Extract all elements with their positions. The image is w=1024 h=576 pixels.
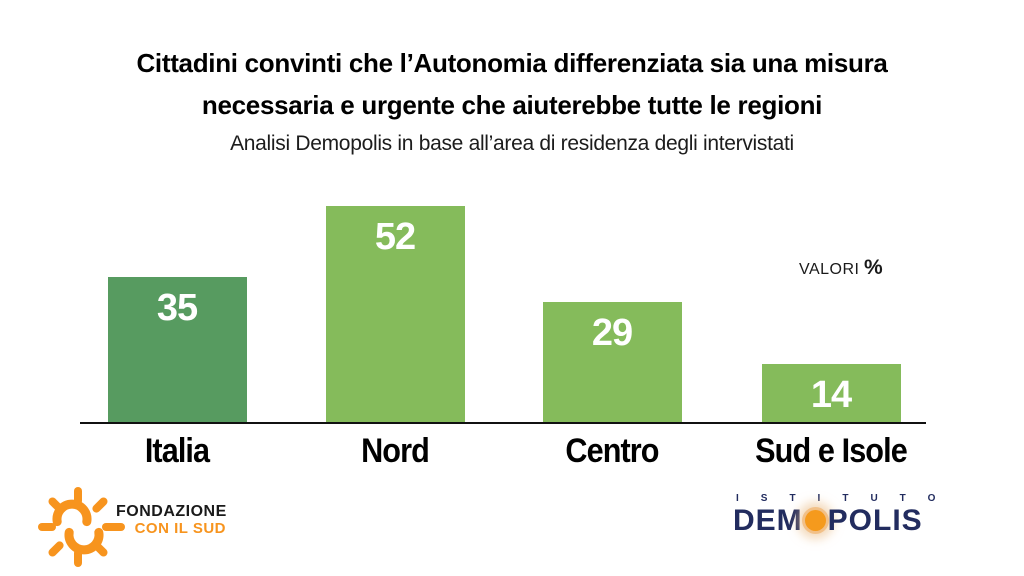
demopolis-text-post: POLIS: [827, 504, 923, 537]
bar-italia: 35: [107, 277, 247, 422]
bar-value-label: 29: [591, 312, 633, 354]
demopolis-text-pre: DEM: [733, 504, 803, 537]
category-label-sud-e-isole: Sud e Isole: [755, 432, 908, 470]
fondazione-label: FONDAZIONE: [116, 503, 227, 520]
valori-label: VALORI %: [799, 256, 883, 280]
category-label-nord: Nord: [361, 432, 430, 470]
bar-centro: 29: [542, 302, 682, 422]
chart-title-line2: necessaria e urgente che aiuterebbe tutt…: [201, 90, 823, 120]
demopolis-logo: DEM POLIS: [733, 504, 923, 538]
category-label-centro: Centro: [565, 432, 659, 470]
x-axis-line: [80, 422, 926, 424]
category-label-italia: Italia: [144, 432, 210, 470]
istituto-label: ISTITUTO: [736, 493, 958, 504]
bar-value-label: 14: [810, 374, 852, 416]
bar-value-label: 35: [156, 287, 198, 329]
chart-subtitle: Analisi Demopolis in base all’area di re…: [230, 132, 794, 155]
chart-title: Cittadini convinti che l’Autonomia diffe…: [0, 42, 1024, 126]
chart-title-line1: Cittadini convinti che l’Autonomia diffe…: [136, 48, 888, 78]
bar-nord: 52: [325, 206, 465, 422]
demopolis-o-dot-icon: [804, 510, 826, 531]
bar-sud-e-isole: 14: [761, 364, 901, 422]
fondazione-conilsud-label: CON IL SUD: [134, 520, 226, 537]
bar-value-label: 52: [374, 216, 416, 258]
valori-text: VALORI: [799, 261, 860, 278]
sun-icon: [38, 487, 125, 567]
percent-symbol: %: [863, 256, 883, 279]
